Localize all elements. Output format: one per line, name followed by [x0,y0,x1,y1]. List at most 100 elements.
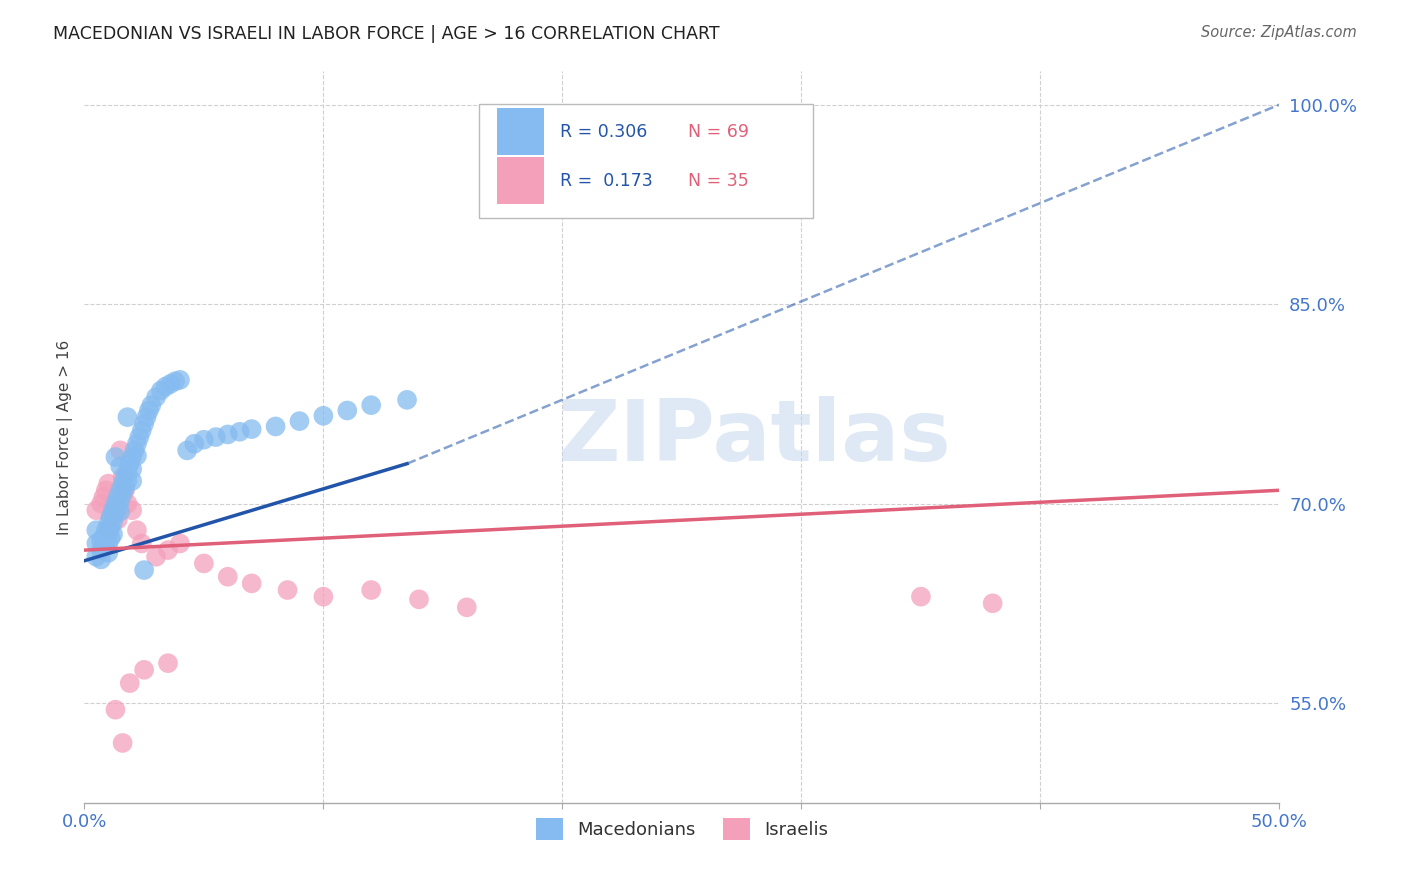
Point [125,523,148,537]
Point [125,436,148,450]
Point [240,422,263,436]
Point [86,549,108,564]
Point [183,436,205,450]
Point [159,376,181,391]
Point [104,497,127,511]
Point [97,525,120,540]
Point [155,379,177,393]
Point [97,476,120,491]
Point [100,531,122,545]
Point [114,481,136,495]
Point [107,500,129,515]
Point [104,507,127,521]
Point [360,398,382,412]
Point [121,450,143,464]
Point [312,409,335,423]
Point [100,509,122,524]
Point [86,536,108,550]
Y-axis label: In Labor Force | Age > 16: In Labor Force | Age > 16 [58,340,73,534]
Text: MACEDONIAN VS ISRAELI IN LABOR FORCE | AGE > 16 CORRELATION CHART: MACEDONIAN VS ISRAELI IN LABOR FORCE | A… [53,25,720,43]
Point [101,515,124,529]
Point [205,430,228,444]
Text: N = 69: N = 69 [688,123,749,141]
Point [277,582,299,597]
Text: R =  0.173: R = 0.173 [560,172,652,190]
Point [456,600,478,615]
Point [396,392,419,407]
Point [90,552,112,566]
Point [117,497,139,511]
Point [114,470,136,484]
Point [104,503,127,517]
Point [312,590,335,604]
Point [97,546,120,560]
Point [118,457,141,471]
Point [217,570,239,584]
Point [169,373,191,387]
Point [165,374,187,388]
Text: R = 0.306: R = 0.306 [560,123,647,141]
Point [97,516,120,531]
Point [138,403,160,417]
Point [157,543,180,558]
Point [169,536,191,550]
Point [100,509,122,524]
Point [288,414,311,428]
Point [125,449,148,463]
Point [132,417,156,431]
Text: ZIPatlas: ZIPatlas [557,395,950,479]
Point [111,470,134,484]
Point [336,403,359,417]
Point [193,557,215,571]
Point [360,582,382,597]
Point [86,523,108,537]
FancyBboxPatch shape [479,104,814,218]
Point [217,427,239,442]
Point [114,483,136,498]
Point [145,549,167,564]
Point [121,503,143,517]
Point [124,443,146,458]
Point [193,433,215,447]
Point [110,483,132,498]
Point [110,504,132,518]
Point [408,592,430,607]
Point [176,443,198,458]
Point [93,530,115,544]
Point [107,512,129,526]
Point [111,736,134,750]
Point [93,539,115,553]
Point [93,490,115,504]
Point [101,503,124,517]
Point [90,543,112,558]
Point [86,503,108,517]
Point [240,576,263,591]
Point [104,450,127,464]
Point [110,443,132,458]
Point [229,425,252,439]
Point [90,497,112,511]
Point [264,419,287,434]
Point [110,459,132,474]
Point [135,410,157,425]
Point [128,430,150,444]
Point [132,663,156,677]
Point [104,703,127,717]
Point [111,476,134,491]
Point [110,494,132,508]
Point [94,533,117,548]
Point [90,533,112,548]
Bar [496,157,544,204]
Point [981,596,1004,610]
Point [132,563,156,577]
Point [141,398,163,412]
Point [94,523,117,537]
Point [149,384,172,398]
Point [117,463,139,477]
Point [131,536,153,550]
Point [107,490,129,504]
Point [111,487,134,501]
Point [94,483,117,498]
Point [118,676,141,690]
Point [157,656,180,670]
